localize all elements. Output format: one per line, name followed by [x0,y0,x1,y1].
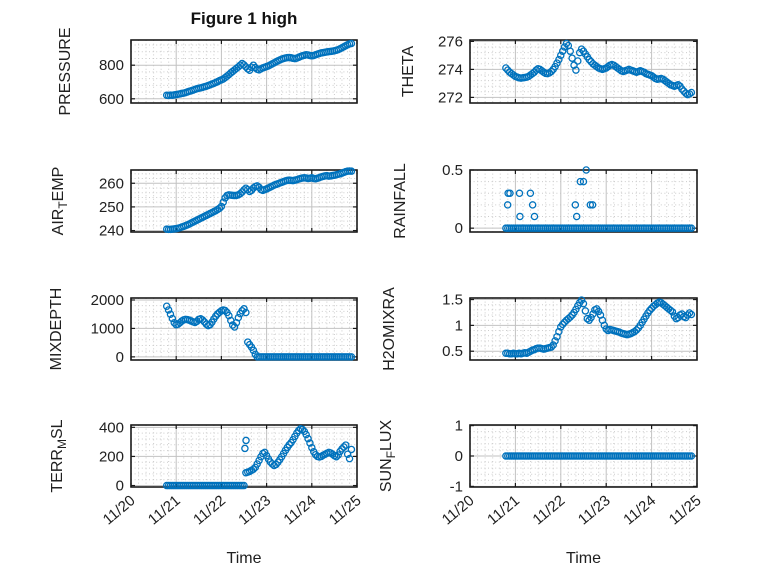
y-tick-label: 200 [99,448,124,465]
x-tick-label: 11/20 [439,492,478,528]
y-tick-label: 240 [99,223,124,240]
x-tick-label: 11/20 [100,492,139,528]
data-points [162,167,356,234]
subplot-pressure: 600 800 PRESSURE [57,27,358,116]
axes-border [130,169,358,233]
subplot-sunflux: -1 0 1 11/20 11/21 11/22 11/23 11/24 11/25 SUNFLU… [378,418,705,529]
x-tick-label: 11/21 [484,492,523,528]
y-tick-label: 272 [438,89,463,106]
y-tick-label: 0 [116,349,124,366]
data-points [502,296,696,358]
y-tick-label: 274 [438,61,463,78]
y-tick-label: 250 [99,199,124,216]
subplot-airtemp: 240 250 260 AIRTEMP [50,167,358,240]
x-tick-label: 11/24 [620,492,659,528]
tick-marks [469,169,698,232]
major-grid [131,170,357,232]
data-points [502,452,696,460]
major-grid [470,40,697,103]
minor-grid [470,170,697,232]
x-tick-label: 11/25 [326,492,365,528]
tick-marks [469,425,698,487]
y-tick-label: 276 [438,33,463,50]
y-tick-label: 260 [99,175,124,192]
axes-border [469,39,698,104]
x-tick-label: 11/21 [145,492,184,528]
y-tick-label: 1 [455,317,463,334]
y-axis-label: RAINFALL [392,163,409,239]
minor-grid [470,40,697,104]
subplot-terrmsl: 0 200 400 11/20 11/21 11/22 11/23 11/24 11/25 TER… [49,419,365,528]
y-tick-label: 400 [99,419,124,436]
y-axis-label: H2OMIXRA [381,287,398,371]
data-points [162,302,356,361]
y-tick-label: 0 [116,478,124,495]
subplot-theta: 272 274 276 THETA [400,33,698,106]
y-tick-label: 0.5 [442,162,463,179]
axes-border [130,297,358,361]
data-points [502,166,696,232]
y-axis-label: AIRTEMP [50,167,70,236]
tick-marks [469,40,698,103]
x-tick-label: 11/23 [235,492,274,528]
x-tick-label: 11/23 [575,492,614,528]
data-points [502,39,696,99]
data-points [162,39,356,100]
y-tick-label: 0 [455,448,463,465]
y-tick-label: 1 [455,418,463,435]
subplot-mixdepth: 0 1000 2000 MIXDEPTH [48,288,358,371]
y-tick-label: -1 [450,478,463,495]
figure-title: Figure 1 high [190,9,298,28]
subplot-rainfall: 0 0.5 RAINFALL [392,162,698,239]
major-grid [470,170,697,232]
subplot-h2omixra: 0.5 1 1.5 H2OMIXRA [381,287,698,371]
x-tick-label: 11/22 [190,492,229,528]
minor-grid [131,298,357,360]
major-grid [131,298,357,360]
y-axis-label: THETA [400,46,417,98]
y-tick-label: 600 [99,91,124,108]
y-tick-label: 1000 [91,320,124,337]
y-tick-label: 0.5 [442,343,463,360]
x-tick-label: 11/22 [530,492,569,528]
y-axis-label: MIXDEPTH [48,288,65,371]
y-axis-label: PRESSURE [57,27,74,115]
x-tick-label: 11/24 [281,492,320,528]
y-tick-label: 2000 [91,292,124,309]
y-tick-label: 0 [455,220,463,237]
y-tick-label: 1.5 [442,292,463,309]
x-tick-label: 11/25 [666,492,705,528]
y-axis-label: TERRMSL [49,419,69,492]
y-tick-label: 800 [99,57,124,74]
tick-marks [130,298,358,360]
y-axis-label: SUNFLUX [378,420,398,493]
x-axis-label-left: Time [226,550,262,567]
tick-marks [130,40,358,103]
x-axis-label-right: Time [566,550,601,567]
axes-border [469,169,698,233]
axes-border [130,39,358,104]
data-points [162,425,356,490]
